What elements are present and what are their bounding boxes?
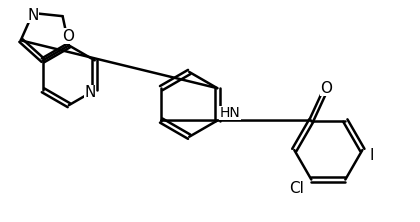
Text: O: O <box>63 29 74 44</box>
Text: I: I <box>369 147 374 163</box>
Text: Cl: Cl <box>289 181 304 196</box>
Text: N: N <box>84 85 95 100</box>
Text: HN: HN <box>220 106 240 120</box>
Text: N: N <box>27 8 39 23</box>
Text: O: O <box>320 81 332 96</box>
